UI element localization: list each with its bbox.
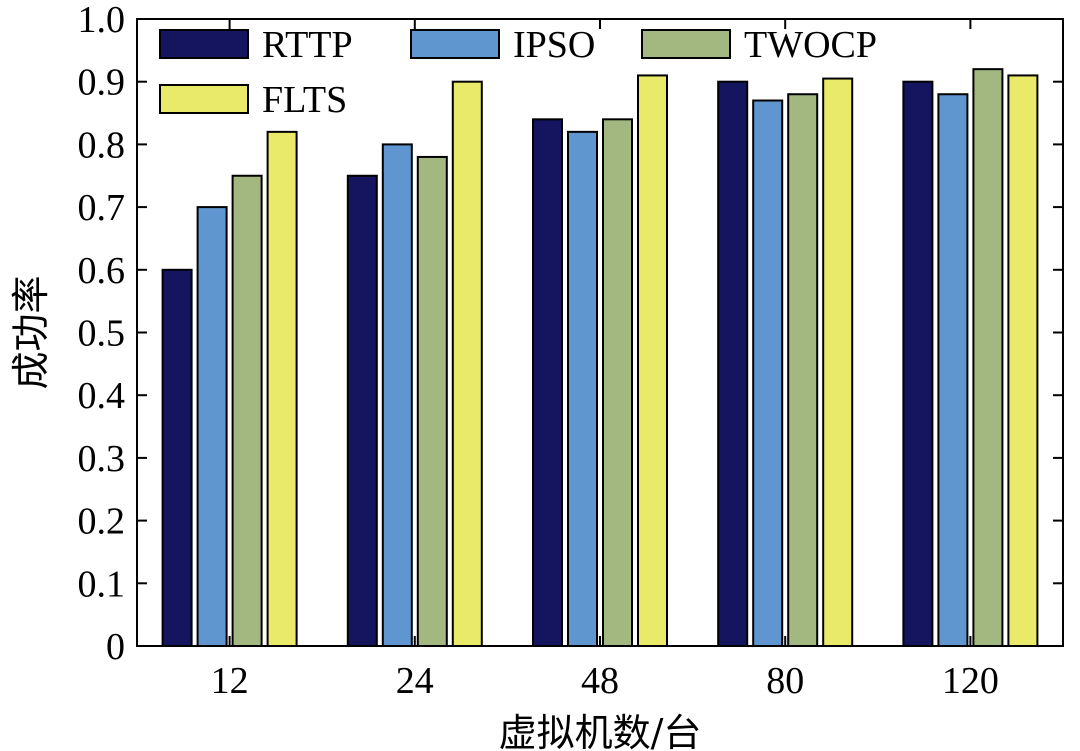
bar-flts-24 [451,80,483,647]
bar-rttp-12 [161,268,193,647]
y-tick-label: 0.3 [78,438,126,480]
x-tick-label: 80 [766,660,804,702]
y-tick-label: 0.2 [78,501,126,543]
y-axis-title: 成功率 [9,275,53,389]
y-tick-label: 0.6 [78,250,126,292]
bar-ipso-24 [381,143,413,647]
x-tick-label: 24 [396,660,434,702]
legend-label-flts: FLTS [262,79,347,121]
y-tick-label: 0.5 [78,313,126,355]
legend-label-twocp: TWOCP [744,24,877,66]
y-tick-label: 0.9 [78,62,126,104]
legend-swatch-ipso [410,29,500,59]
bar-twocp-120 [972,68,1004,648]
x-tick-label: 48 [581,660,619,702]
y-tick-label: 0.4 [78,375,126,417]
bar-rttp-48 [532,118,563,647]
bar-twocp-48 [602,118,633,647]
y-tick-label: 0 [106,626,125,668]
bar-flts-120 [1007,74,1039,648]
bar-rttp-24 [346,174,378,647]
x-tick-label: 120 [942,660,999,702]
axes-layer: 0 0.1 0.2 0.3 0.4 0.5 0.6 0.7 0.8 0.9 1.0 12 24 48 80 1… [78,0,1064,702]
y-tick-label: 0.8 [78,124,126,166]
bar-rttp-80 [717,80,749,647]
legend-label-ipso: IPSO [513,24,595,66]
bars-layer [161,68,1039,648]
bar-twocp-80 [787,93,819,648]
x-axis-title: 虚拟机数/台 [499,711,702,751]
legend: RTTP IPSO TWOCP FLTS [159,24,877,121]
bar-ipso-80 [752,99,784,647]
legend-swatch-flts [159,84,249,114]
y-tick-label: 0.1 [78,563,126,605]
bar-ipso-120 [937,93,969,648]
bar-ipso-48 [567,130,598,648]
x-tick-label: 12 [211,660,249,702]
y-tick-label: 0.7 [78,187,126,229]
bar-twocp-24 [416,155,448,647]
bar-flts-48 [637,74,668,648]
legend-swatch-twocp [641,29,731,59]
bar-ipso-12 [196,206,228,647]
legend-label-rttp: RTTP [262,24,353,66]
bar-rttp-120 [902,80,934,647]
bar-flts-80 [822,77,854,647]
y-tick-label: 1.0 [78,0,126,41]
bar-twocp-12 [231,174,263,647]
legend-swatch-rttp [159,29,249,59]
bar-flts-12 [266,130,298,648]
